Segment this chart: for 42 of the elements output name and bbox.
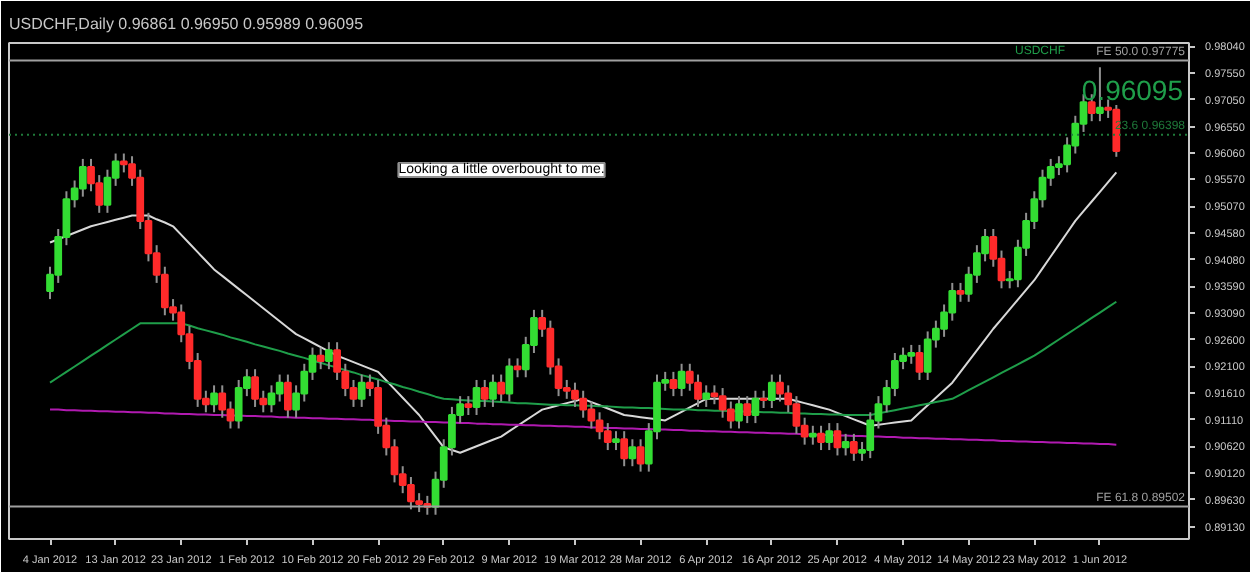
candlestick	[825, 422, 834, 452]
candlestick	[316, 346, 325, 371]
candlestick	[489, 373, 497, 408]
candlestick	[751, 389, 760, 425]
candlestick	[595, 411, 604, 441]
candlestick	[325, 341, 333, 371]
candlestick	[677, 362, 686, 398]
candlestick	[669, 370, 678, 398]
candlestick	[915, 343, 924, 381]
candlestick	[628, 438, 637, 468]
candlestick	[464, 395, 473, 416]
candlestick	[718, 387, 727, 419]
candlestick	[513, 357, 522, 379]
candlestick	[808, 424, 817, 446]
candlestick	[817, 424, 825, 452]
candlestick	[907, 343, 916, 365]
candlestick	[349, 378, 358, 408]
candlestick	[497, 373, 506, 403]
candlestick	[767, 373, 776, 409]
candlestick	[849, 432, 858, 462]
candlestick	[710, 384, 719, 406]
candlestick	[735, 395, 743, 430]
candlestick	[284, 373, 292, 419]
candlestick	[505, 357, 514, 403]
candlestick	[275, 373, 284, 403]
chart-title: USDCHF,Daily 0.96861 0.96950 0.95989 0.96095	[9, 15, 365, 33]
candlestick	[210, 384, 218, 414]
candlestick	[743, 395, 752, 425]
candlestick	[480, 378, 489, 408]
candlestick	[636, 438, 645, 473]
candlestick	[103, 168, 112, 214]
candlestick	[956, 281, 965, 303]
candlestick	[472, 378, 481, 416]
candlestick	[841, 432, 850, 457]
candlestick	[702, 384, 711, 408]
candlestick	[833, 422, 842, 457]
candlestick	[620, 430, 629, 468]
candlestick	[612, 430, 620, 452]
candlestick	[357, 373, 366, 408]
candlestick	[267, 384, 276, 414]
candlestick	[792, 395, 801, 435]
candlestick	[251, 368, 259, 408]
